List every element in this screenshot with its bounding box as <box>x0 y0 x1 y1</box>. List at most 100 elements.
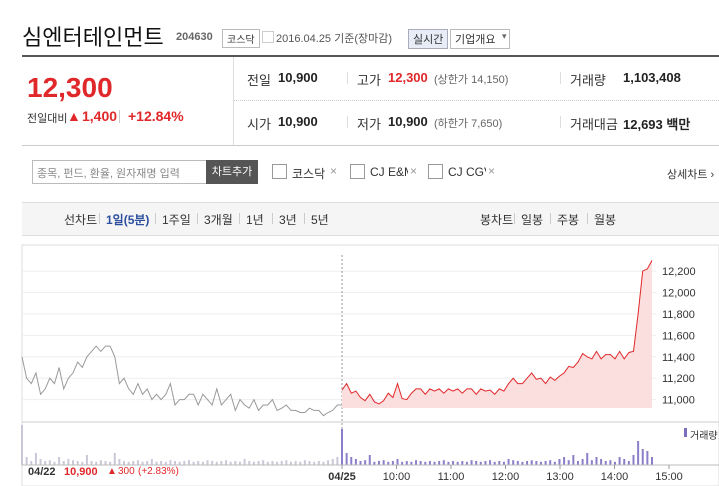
legend-label: 거래량 <box>690 431 718 442</box>
volume-bar <box>539 461 542 465</box>
volume-bar <box>285 460 288 465</box>
company-button[interactable]: 기업개요 ▾ <box>450 29 511 49</box>
period-tab[interactable]: 3개월 <box>204 213 233 227</box>
volume-bar <box>604 461 607 465</box>
market-tag: 코스닥 <box>222 29 260 48</box>
volume-bar <box>72 460 75 465</box>
divider <box>239 213 240 224</box>
volume-bar <box>576 461 579 465</box>
volume-bar <box>641 449 644 465</box>
volume-bar <box>141 461 144 465</box>
legend-swatch <box>684 428 687 437</box>
volume-bar <box>526 461 529 465</box>
volume-bar <box>331 459 334 465</box>
line <box>21 345 342 417</box>
volume-bar <box>211 461 214 465</box>
remove-icon[interactable]: × <box>410 164 418 178</box>
volume-bar <box>164 461 167 465</box>
volume-bar <box>535 461 538 465</box>
volume-bar <box>317 461 320 465</box>
checkbox[interactable] <box>428 164 443 179</box>
period-tab[interactable]: 5년 <box>311 213 329 227</box>
volume-bar <box>44 461 47 465</box>
stat-label: 저가 <box>357 117 381 132</box>
volume-bar <box>266 461 269 465</box>
volume-bar <box>336 457 339 465</box>
search-box[interactable]: 종목, 펀드, 환율, 원자재명 입력 <box>32 160 208 184</box>
volume-bar <box>595 457 598 465</box>
volume-bar <box>387 461 390 465</box>
volume-bar <box>225 460 228 465</box>
volume-bar <box>34 453 37 465</box>
volume-bar <box>553 461 556 465</box>
volume-bar <box>442 460 445 465</box>
volume-bar <box>465 461 468 465</box>
y-tick-label: 11,200 <box>662 373 695 385</box>
up-arrow: ▲ <box>67 108 81 124</box>
candle-tab[interactable]: 주봉 <box>557 213 580 227</box>
y-tick-label: 12,200 <box>662 266 696 278</box>
compare-name: 코스닥 <box>292 167 326 181</box>
volume-bar <box>521 461 524 465</box>
icon <box>262 31 274 43</box>
up-arrow: ▲ <box>107 466 117 477</box>
volume-bar <box>558 459 561 465</box>
x-tick-label: 12:00 <box>492 471 520 483</box>
volume-bar <box>146 461 149 465</box>
volume-bar <box>493 461 496 465</box>
volume-bar <box>299 461 302 465</box>
volume-bar <box>452 461 455 465</box>
remove-icon[interactable]: × <box>330 164 338 178</box>
stat-label: 거래대금 <box>570 117 618 132</box>
volume-bar <box>433 461 436 465</box>
volume-bar <box>327 460 330 465</box>
volume-bar <box>238 461 241 465</box>
period-tab[interactable]: 1년 <box>246 213 264 227</box>
tab-bar <box>22 202 719 236</box>
volume-bar <box>475 461 478 465</box>
volume-bar <box>415 460 418 465</box>
volume-bar <box>118 459 121 465</box>
volume-bar <box>410 461 413 465</box>
divider <box>22 145 719 146</box>
candle-tab[interactable]: 일봉 <box>521 213 544 227</box>
period-tab[interactable]: 3년 <box>279 213 297 227</box>
volume-bar <box>160 461 163 465</box>
realtime-button[interactable]: 실시간 <box>408 29 449 49</box>
add-chart-button[interactable]: 차트추가 <box>206 160 258 184</box>
volume-bar <box>243 459 246 465</box>
volume-bar <box>206 460 209 465</box>
volume-bar <box>567 460 570 465</box>
volume-bar <box>76 461 79 465</box>
volume-bar <box>609 460 612 465</box>
remove-icon[interactable]: × <box>488 164 496 178</box>
divider <box>119 110 120 123</box>
volume-bar <box>563 457 566 465</box>
divider <box>304 213 305 224</box>
volume-bar <box>322 461 325 465</box>
checkbox[interactable] <box>272 164 287 179</box>
y-tick-label: 11,400 <box>662 352 695 364</box>
volume-bar <box>613 461 616 465</box>
volume-bar <box>627 461 630 465</box>
detail-chart-link[interactable]: 상세차트 › <box>667 169 715 181</box>
tab-label: 봉차트 <box>480 213 514 227</box>
period-tab[interactable]: 1일(5분) <box>106 213 150 227</box>
volume-bar <box>512 460 515 465</box>
volume-bar <box>549 460 552 465</box>
stock-code: 204630 <box>176 31 213 43</box>
volume-bar <box>280 461 283 465</box>
volume-bar <box>368 455 371 465</box>
volume-bar <box>30 461 33 465</box>
volume-bar <box>67 459 70 465</box>
checkbox[interactable] <box>350 164 365 179</box>
volume-bar <box>262 460 265 465</box>
change-label: 전일대비 <box>27 113 68 125</box>
volume-bar <box>197 461 200 465</box>
divider <box>347 72 348 84</box>
candle-tab[interactable]: 월봉 <box>594 213 617 227</box>
period-tab[interactable]: 1주일 <box>162 213 191 227</box>
volume-bar <box>632 455 635 465</box>
x-tick-label: 11:00 <box>438 471 465 483</box>
